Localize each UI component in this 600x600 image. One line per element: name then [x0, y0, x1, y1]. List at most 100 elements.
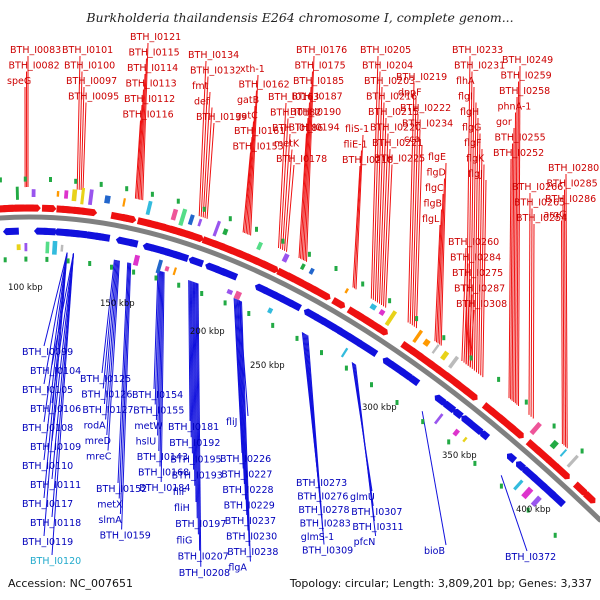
- annotation-feature-block: [197, 218, 203, 227]
- forward-label-connector: [298, 133, 307, 259]
- forward-gene-label: BTH_I0286: [545, 194, 596, 205]
- reverse-label-connector: [191, 281, 195, 470]
- forward-gene-label: xth-1: [240, 64, 265, 75]
- annotation-feature-block: [559, 448, 568, 457]
- forward-gene-label: argG: [544, 210, 567, 221]
- annotation-feature-block: [132, 254, 141, 267]
- reverse-gene-label: mreC: [86, 452, 112, 463]
- reverse-label-connector: [118, 262, 130, 499]
- forward-gene-label: fliS-1: [345, 124, 369, 135]
- forward-label-connector: [411, 113, 419, 326]
- reverse-gene-label: metX: [97, 500, 123, 511]
- reverse-label-connector: [106, 260, 119, 436]
- forward-label-connector: [200, 76, 209, 217]
- reverse-gene-label: BTH_I0109: [30, 442, 81, 453]
- forward-label-connector: [202, 91, 211, 218]
- tick-mark: [223, 300, 227, 306]
- reverse-gene-label: BTH_I0278: [298, 505, 349, 516]
- reverse-label-connector: [307, 335, 325, 545]
- forward-label-connector: [137, 89, 144, 200]
- kbp-label: 400 kbp: [516, 505, 551, 515]
- tick-mark: [88, 261, 92, 266]
- forward-gene-arrow: [582, 491, 596, 504]
- tick-mark: [281, 238, 285, 244]
- tick-mark: [125, 186, 129, 192]
- tick-mark: [580, 448, 584, 454]
- feature-tracks: [0, 176, 596, 538]
- forward-gene-label: flgI: [458, 92, 473, 103]
- reverse-gene-label: BTH_I0227: [221, 470, 272, 481]
- forward-gene-label: BTH_I0205: [360, 45, 411, 56]
- reverse-gene-label: BTH_I0117: [22, 499, 73, 510]
- reverse-gene-label: pfcN: [354, 537, 376, 548]
- reverse-gene-arrow: [453, 408, 464, 420]
- forward-label-connector: [482, 179, 487, 378]
- tick-mark: [442, 335, 446, 341]
- forward-gene-label: BTH_I0176: [296, 45, 347, 56]
- annotation-feature-block: [145, 200, 153, 216]
- forward-gene-label: flgC: [425, 183, 444, 194]
- reverse-gene-label: BTH_I0228: [222, 485, 273, 496]
- reverse-gene-label: BTH_I0125: [80, 374, 131, 385]
- reverse-label-connector: [500, 475, 528, 552]
- reverse-gene-label: BTH_I0120: [30, 556, 81, 567]
- reverse-gene-arrow: [2, 227, 19, 236]
- forward-label-connector: [478, 148, 483, 374]
- forward-label-connector: [278, 102, 287, 249]
- forward-gene-arrow: [80, 207, 98, 217]
- annotation-feature-block: [80, 187, 86, 205]
- reverse-label-connector: [43, 252, 68, 347]
- forward-gene-label: BTH_I0203: [364, 76, 415, 87]
- reverse-gene-label: glmS-1: [301, 532, 334, 543]
- annotation-feature-block: [104, 195, 111, 204]
- forward-gene-label: BTH_I0101: [62, 45, 113, 56]
- tick-mark: [200, 291, 204, 296]
- reverse-label-connector: [155, 270, 161, 421]
- forward-label-connector: [282, 133, 291, 250]
- forward-gene-label: flgH: [460, 107, 479, 118]
- tick-mark: [154, 275, 158, 281]
- reverse-label-connector: [188, 280, 191, 422]
- reverse-label-connector: [117, 262, 129, 484]
- forward-gene-label: BTH_I0153: [233, 142, 284, 153]
- annotation-feature-block: [15, 186, 19, 200]
- reverse-gene-label: flgA: [228, 563, 247, 574]
- forward-label-connector: [142, 42, 149, 201]
- forward-gene-label: BTH_I0161: [234, 126, 285, 137]
- reverse-gene-arrow: [442, 400, 457, 414]
- annotation-feature-block: [384, 310, 398, 327]
- reverse-gene-label: BTH_I0118: [30, 518, 81, 529]
- reverse-gene-label: rodA: [84, 421, 107, 432]
- kbp-scale-labels: 100 kbp 150 kbp 200 kbp 250 kbp 300 kbp 350 k…: [8, 283, 551, 515]
- forward-label-connector: [467, 71, 473, 366]
- forward-gene-label: speG: [7, 76, 31, 87]
- tick-mark: [0, 177, 2, 183]
- reverse-label-connector: [51, 253, 74, 480]
- forward-label-connector: [530, 208, 533, 417]
- forward-label-connector: [381, 133, 389, 306]
- annotation-feature-block: [529, 421, 542, 436]
- forward-gene-label: BTH_I0132: [190, 66, 241, 77]
- forward-gene-label: BTH_I0308: [456, 299, 507, 310]
- tick-mark: [361, 281, 365, 287]
- forward-label-connector: [198, 60, 207, 217]
- reverse-gene-label: fliF: [173, 487, 187, 498]
- forward-label-connector: [461, 247, 467, 362]
- forward-gene-label: BTH_I0259: [501, 71, 552, 82]
- forward-label-connector: [465, 55, 471, 365]
- reverse-gene-arrow: [408, 375, 421, 387]
- forward-gene-arrow: [331, 297, 346, 309]
- annotation-feature-block: [448, 355, 460, 369]
- reverse-gene-label: BTH_I0105: [22, 385, 73, 396]
- reverse-gene-label: fliH: [174, 503, 190, 514]
- reverse-gene-label: bioB: [424, 546, 445, 557]
- forward-gene-label: BTH_I0112: [124, 94, 175, 105]
- annotation-feature-block: [155, 259, 164, 274]
- forward-gene-label: BTH_I0233: [452, 45, 503, 56]
- annotation-feature-block: [256, 241, 264, 251]
- forward-gene-label: BTH_I0254: [516, 213, 567, 224]
- reverse-gene-label: BTH_I0208: [179, 568, 230, 579]
- forward-label-connector: [510, 143, 513, 400]
- forward-gene-arrow: [375, 324, 388, 336]
- reverse-gene-label: BTH_I0106: [30, 404, 81, 415]
